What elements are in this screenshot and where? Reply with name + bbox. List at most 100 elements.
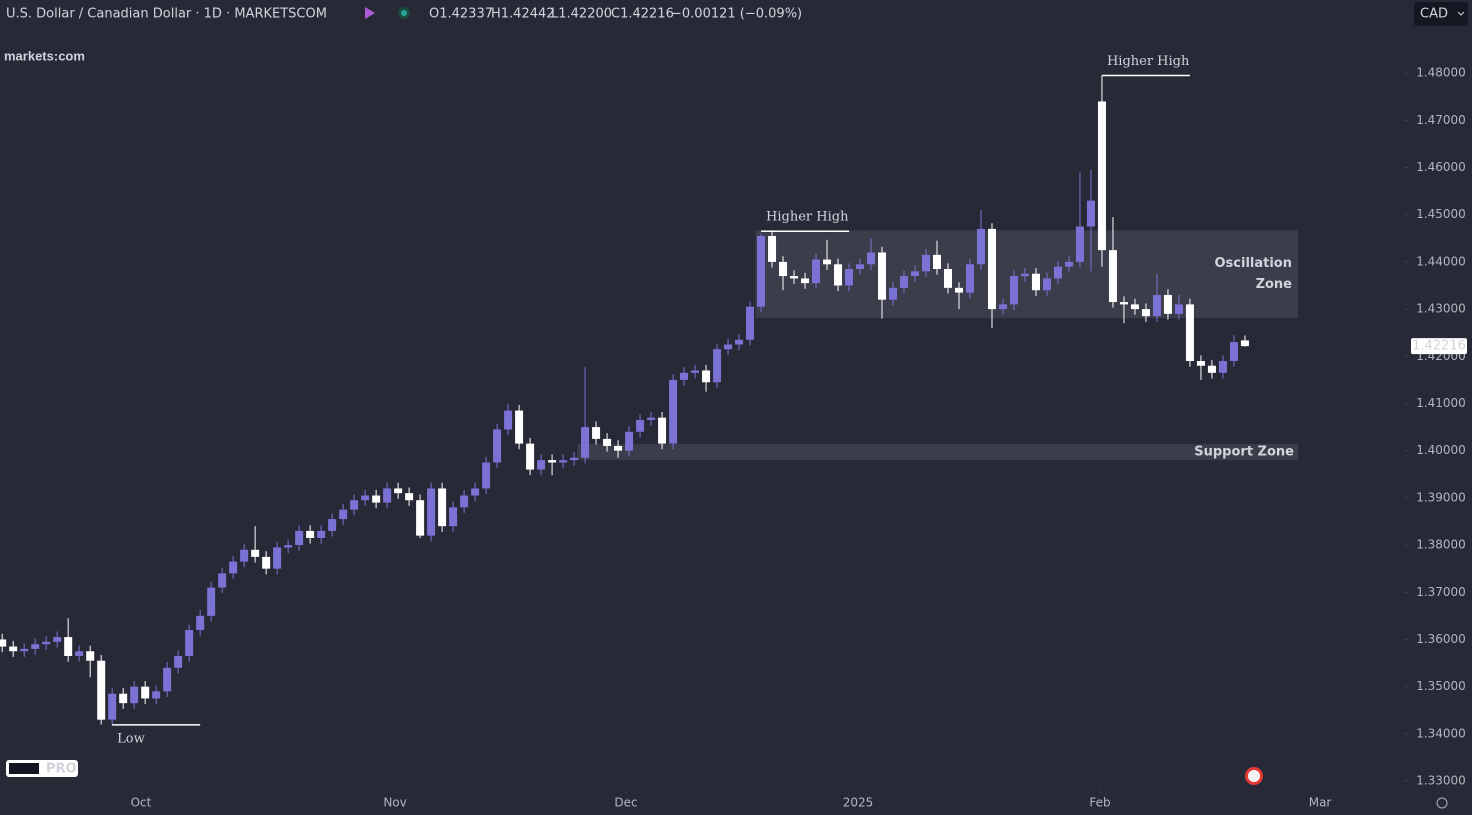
currency[interactable]: CAD <box>1420 7 1448 22</box>
status-dot <box>401 10 407 16</box>
candle-body <box>130 686 139 704</box>
candle-body <box>713 349 722 383</box>
ohlc-high: H1.42442 <box>491 7 555 22</box>
candle-body <box>229 561 238 574</box>
candle-body <box>152 691 161 699</box>
currency-box[interactable] <box>1414 2 1468 26</box>
last-price: 1.42216 <box>1412 339 1466 354</box>
candle-body <box>0 639 7 647</box>
logo: markets:com <box>4 48 85 63</box>
candle-body <box>1064 261 1073 267</box>
candle-body <box>405 493 414 501</box>
candle-body <box>526 443 535 470</box>
x-tick-label: Feb <box>1089 796 1110 810</box>
candle-body <box>1042 278 1051 291</box>
candle-body <box>954 287 963 293</box>
candle-body <box>779 261 788 277</box>
candle-body <box>438 488 447 527</box>
candle-body <box>482 462 491 489</box>
ohlc-open: O1.42337 <box>429 7 493 22</box>
candle-body <box>1240 340 1249 347</box>
candle-body <box>1163 294 1172 314</box>
candle-body <box>889 287 898 300</box>
candle-body <box>1130 304 1139 310</box>
candle-body <box>812 259 821 284</box>
candle-body <box>1185 304 1194 362</box>
x-tick-label: 2025 <box>843 796 874 810</box>
candle-body <box>1020 273 1029 277</box>
candle-body <box>570 457 579 461</box>
candle-body <box>636 420 645 432</box>
candle-body <box>724 344 733 350</box>
candle-body <box>75 651 84 656</box>
candle-body <box>460 495 469 508</box>
candle-body <box>515 410 524 444</box>
y-tick-label: 1.48000 <box>1416 66 1466 80</box>
candle-body <box>834 264 843 286</box>
candle-body <box>328 519 337 531</box>
candle-body <box>1229 342 1238 362</box>
candle-body <box>932 254 941 269</box>
candle-body <box>998 304 1007 310</box>
zone-label: Oscillation <box>1215 256 1293 271</box>
candle-body <box>53 637 62 642</box>
candle-body <box>383 488 392 503</box>
candle-body <box>141 686 150 699</box>
candle-body <box>592 427 601 439</box>
y-tick-label: 1.45000 <box>1416 207 1466 221</box>
candle-body <box>1152 294 1161 317</box>
candle-body <box>163 667 172 692</box>
candle-body <box>1196 361 1205 366</box>
zone-label: Zone <box>1256 277 1293 292</box>
candle-body <box>295 530 304 546</box>
candle-body <box>790 276 799 279</box>
candle-body <box>746 306 755 340</box>
x-tick-label: Mar <box>1309 796 1332 810</box>
candle-body <box>658 417 667 444</box>
candle-body <box>625 431 634 451</box>
y-tick-label: 1.47000 <box>1416 113 1466 127</box>
candle-body <box>317 530 326 538</box>
candle-body <box>603 438 612 446</box>
candle-body <box>757 235 766 307</box>
candle-body <box>42 641 51 645</box>
candle-body <box>1141 309 1150 317</box>
candle-body <box>669 379 678 444</box>
candle-body <box>581 427 590 458</box>
settings-icon[interactable] <box>1436 797 1448 809</box>
candle-body <box>1031 273 1040 291</box>
candle-body <box>878 252 887 300</box>
y-tick-label: 1.46000 <box>1416 160 1466 174</box>
candle-body <box>361 495 370 501</box>
candle-body <box>339 509 348 520</box>
annotation: Low <box>117 731 145 746</box>
candle-body <box>427 488 436 536</box>
candle-body <box>900 276 909 288</box>
candle-body <box>97 660 106 720</box>
candle-body <box>1119 302 1128 305</box>
ohlc-low: L1.42200 <box>551 7 612 22</box>
candle-body <box>284 545 293 548</box>
candle-body <box>350 500 359 510</box>
y-tick-label: 1.38000 <box>1416 538 1466 552</box>
candle-body <box>86 651 95 661</box>
candle-body <box>1207 365 1216 373</box>
candle-body <box>735 339 744 345</box>
candle-body <box>1097 101 1106 251</box>
candle-body <box>987 228 996 310</box>
candle-body <box>306 530 315 538</box>
candle-body <box>1218 361 1227 373</box>
annotation: Higher High <box>1107 54 1190 69</box>
ohlc-close: C1.42216 <box>611 7 674 22</box>
candle-body <box>9 646 18 652</box>
candle-body <box>867 252 876 265</box>
tv-mark <box>9 763 39 774</box>
candle-body <box>614 445 623 451</box>
candle-body <box>976 228 985 265</box>
y-tick-label: 1.39000 <box>1416 490 1466 504</box>
y-tick-label: 1.43000 <box>1416 302 1466 316</box>
candle-body <box>218 573 227 588</box>
candle-body <box>449 507 458 527</box>
candle-body <box>559 460 568 463</box>
